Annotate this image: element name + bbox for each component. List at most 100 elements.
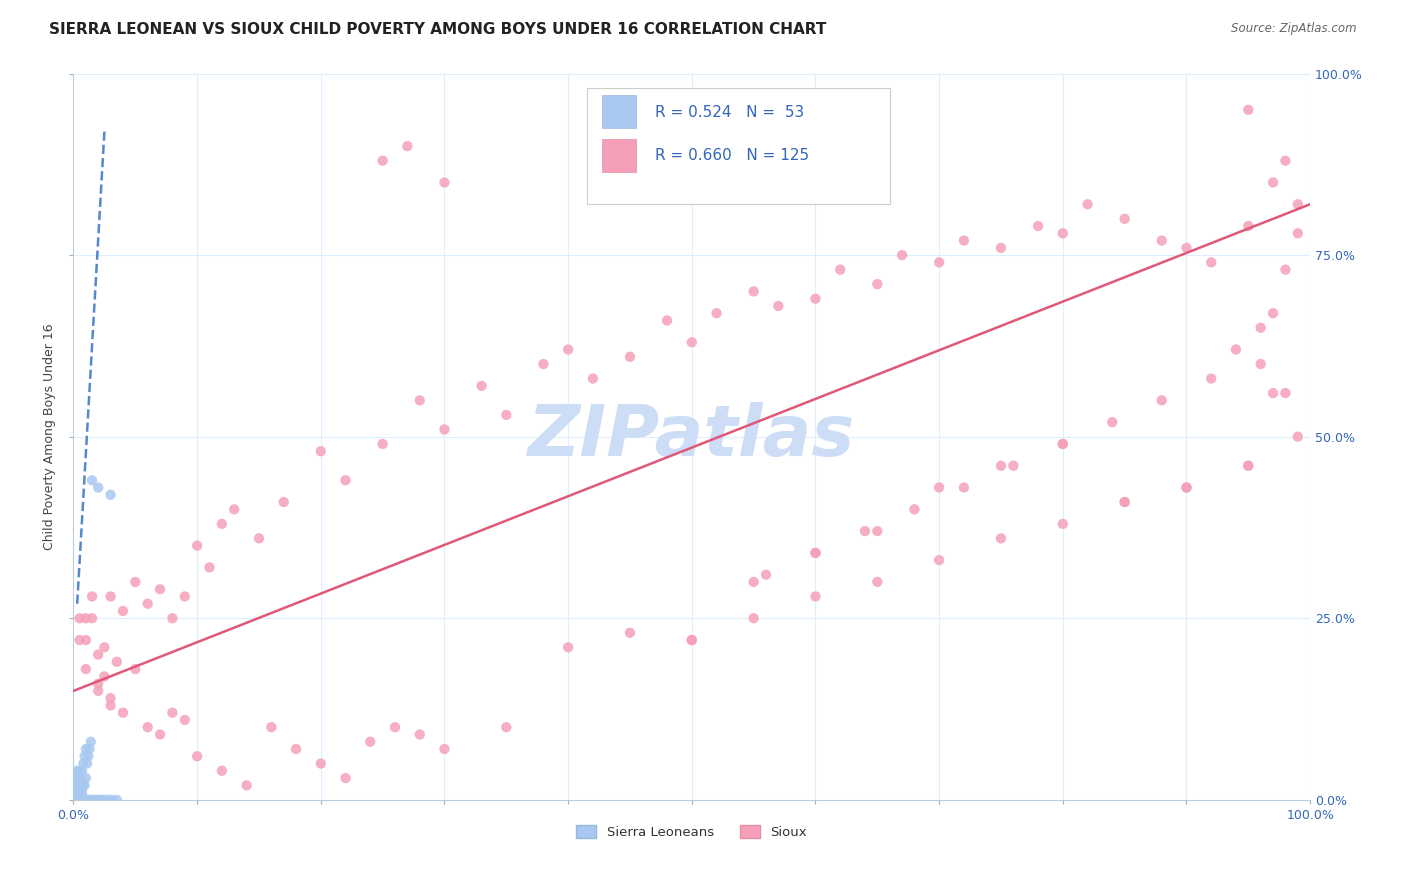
Point <box>87 684 110 698</box>
Point <box>1274 262 1296 277</box>
Point <box>557 343 579 357</box>
Point <box>1237 458 1260 473</box>
Point <box>471 379 494 393</box>
Point <box>1026 219 1049 233</box>
Point <box>1274 386 1296 401</box>
Point <box>1002 458 1025 473</box>
Point <box>65 793 87 807</box>
Point <box>1052 227 1074 241</box>
Point <box>80 473 103 487</box>
Point <box>681 633 703 648</box>
Point <box>69 611 91 625</box>
Point <box>76 793 98 807</box>
Point <box>681 633 703 648</box>
Point <box>309 756 332 771</box>
Point <box>70 786 93 800</box>
Point <box>224 502 246 516</box>
Point <box>1114 211 1136 226</box>
Point <box>335 771 357 785</box>
Point <box>990 458 1012 473</box>
Point <box>359 735 381 749</box>
Point <box>80 735 103 749</box>
Point <box>953 481 976 495</box>
Point <box>433 176 456 190</box>
Point <box>433 422 456 436</box>
Point <box>87 648 110 662</box>
Point <box>198 560 221 574</box>
Point <box>655 313 678 327</box>
Point <box>755 567 778 582</box>
Point <box>211 764 233 778</box>
Point <box>73 793 96 807</box>
Point <box>1261 306 1284 320</box>
Point <box>69 793 91 807</box>
Point <box>247 532 270 546</box>
Point <box>75 611 97 625</box>
Point <box>1286 197 1309 211</box>
Point <box>186 749 208 764</box>
Point <box>396 139 419 153</box>
Point <box>384 720 406 734</box>
Point <box>66 786 89 800</box>
Point <box>1237 103 1260 117</box>
Point <box>928 255 950 269</box>
Point <box>66 793 89 807</box>
Point <box>136 720 159 734</box>
Point <box>804 292 827 306</box>
Point <box>1175 481 1198 495</box>
Point <box>77 749 100 764</box>
Point <box>531 357 554 371</box>
Point <box>73 778 96 792</box>
Point <box>70 793 93 807</box>
Point <box>67 771 90 785</box>
Point <box>73 749 96 764</box>
Point <box>866 524 889 538</box>
Point <box>804 590 827 604</box>
Point <box>1274 153 1296 168</box>
Point <box>105 793 128 807</box>
Point <box>93 669 115 683</box>
Point <box>260 720 283 734</box>
Point <box>1250 357 1272 371</box>
Point <box>63 793 86 807</box>
Point <box>100 698 122 713</box>
Point <box>67 786 90 800</box>
Point <box>124 574 146 589</box>
Point <box>72 778 94 792</box>
Point <box>1052 437 1074 451</box>
Point <box>93 640 115 655</box>
Point <box>768 299 790 313</box>
Point <box>87 481 110 495</box>
Point <box>211 516 233 531</box>
Text: R = 0.524   N =  53: R = 0.524 N = 53 <box>655 104 804 120</box>
Point <box>1237 219 1260 233</box>
Text: SIERRA LEONEAN VS SIOUX CHILD POVERTY AMONG BOYS UNDER 16 CORRELATION CHART: SIERRA LEONEAN VS SIOUX CHILD POVERTY AM… <box>49 22 827 37</box>
Point <box>66 778 89 792</box>
Point <box>79 742 101 756</box>
Point <box>903 502 925 516</box>
Point <box>706 306 728 320</box>
Point <box>70 786 93 800</box>
Point <box>111 604 134 618</box>
Point <box>928 481 950 495</box>
Point <box>619 625 641 640</box>
Point <box>75 742 97 756</box>
Point <box>100 488 122 502</box>
Point <box>101 793 124 807</box>
Point <box>149 727 172 741</box>
Point <box>1052 437 1074 451</box>
Point <box>804 546 827 560</box>
Point <box>124 662 146 676</box>
Point <box>830 262 852 277</box>
Point <box>86 793 108 807</box>
Point <box>1175 241 1198 255</box>
Point <box>69 764 91 778</box>
Point <box>83 793 105 807</box>
Point <box>79 793 101 807</box>
Point <box>619 350 641 364</box>
Point <box>72 793 94 807</box>
Point <box>69 786 91 800</box>
Point <box>1077 197 1099 211</box>
Text: R = 0.660   N = 125: R = 0.660 N = 125 <box>655 148 808 163</box>
Point <box>97 793 120 807</box>
